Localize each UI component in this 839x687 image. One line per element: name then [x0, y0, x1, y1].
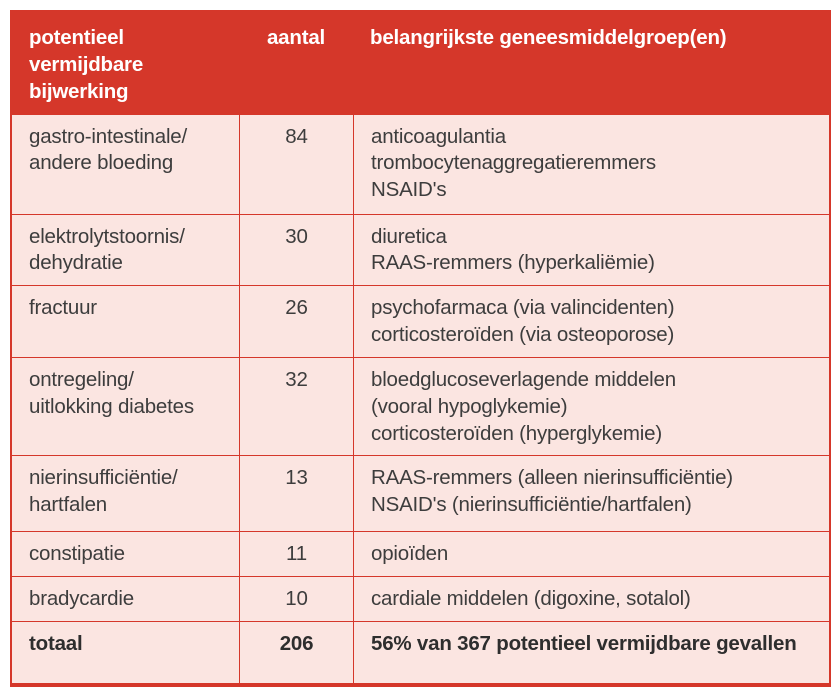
table-row: elektrolytstoornis/ dehydratie 30 diuret… — [12, 213, 829, 286]
table-row: gastro-intestinale/ andere bloeding 84 a… — [12, 113, 829, 214]
header-cell-groups: belangrijkste geneesmiddelgroep(en) — [370, 26, 727, 49]
groups-cell: opioïden — [353, 532, 829, 577]
effect-cell: constipatie — [29, 542, 125, 566]
total-note-cell: 56% van 367 potentieel vermijdbare geval… — [353, 622, 829, 684]
count-cell: 32 — [239, 357, 353, 456]
avoidable-adverse-effects-table: potentieel vermijdbare bijwerking aantal… — [10, 10, 831, 687]
table-row: bradycardie 10 cardiale middelen (digoxi… — [12, 576, 829, 622]
table-row: nierinsufficiëntie/ hartfalen 13 RAAS-re… — [12, 455, 829, 532]
table-row: ontregeling/ uitlokking diabetes 32 bloe… — [12, 356, 829, 456]
count-cell: 84 — [239, 114, 353, 214]
header-cell-count: aantal — [266, 26, 326, 49]
groups-cell: psychofarmaca (via valincidenten) cortic… — [353, 286, 829, 357]
groups-cell: cardiale middelen (digoxine, sotalol) — [353, 577, 829, 622]
effect-cell: bradycardie — [29, 587, 134, 611]
groups-cell: diuretica RAAS-remmers (hyperkaliëmie) — [353, 214, 829, 286]
count-cell: 30 — [239, 214, 353, 286]
count-cell: 11 — [239, 532, 353, 577]
count-cell: 10 — [239, 577, 353, 622]
effect-cell: nierinsufficiëntie/ hartfalen — [29, 466, 178, 517]
count-cell: 13 — [239, 456, 353, 532]
total-label-cell: totaal — [29, 632, 83, 656]
header-cell-effect: potentieel vermijdbare bijwerking — [29, 26, 144, 103]
total-count-cell: 206 — [239, 622, 353, 684]
groups-cell: anticoagulantia trombocytenaggregatierem… — [353, 114, 829, 214]
table-header-row: potentieel vermijdbare bijwerking aantal… — [12, 12, 829, 114]
table-row: fractuur 26 psychofarmaca (via valincide… — [12, 285, 829, 357]
count-cell: 26 — [239, 286, 353, 357]
effect-cell: gastro-intestinale/ andere bloeding — [29, 124, 188, 175]
effect-cell: ontregeling/ uitlokking diabetes — [29, 367, 194, 418]
table-row: constipatie 11 opioïden — [12, 531, 829, 577]
effect-cell: elektrolytstoornis/ dehydratie — [29, 224, 185, 275]
groups-cell: RAAS-remmers (alleen nierinsufficiëntie)… — [353, 456, 829, 532]
groups-cell: bloedglucoseverlagende middelen (vooral … — [353, 357, 829, 456]
effect-cell: fractuur — [29, 296, 97, 320]
table-total-row: totaal 206 56% van 367 potentieel vermij… — [12, 621, 829, 684]
